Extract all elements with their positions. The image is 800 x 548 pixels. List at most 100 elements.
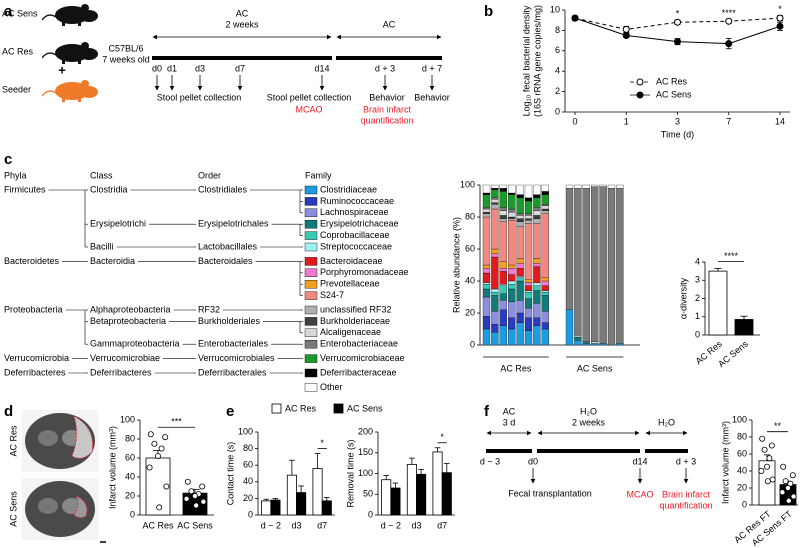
bar-segment xyxy=(516,221,524,227)
strain-label: 7 weeks old xyxy=(102,54,150,64)
bar-segment xyxy=(491,204,499,210)
y-tick-label: 200 xyxy=(358,426,373,436)
bar-segment xyxy=(499,261,507,269)
bar-segment xyxy=(491,197,499,200)
legend-label: unclassified RF32 xyxy=(320,304,392,314)
legend-swatch xyxy=(304,208,318,218)
bar-segment xyxy=(516,184,524,195)
bar-segment xyxy=(508,264,516,269)
legend-label: Lachnospiraceae xyxy=(320,207,389,217)
legend-label: Streptococcaceae xyxy=(320,241,392,251)
bar-segment xyxy=(482,268,491,274)
bar-segment xyxy=(499,285,507,294)
bar-segment xyxy=(533,184,541,195)
significance-label: * xyxy=(676,9,680,19)
bar-segment xyxy=(541,280,549,286)
bar xyxy=(416,473,427,516)
legend-swatch xyxy=(304,185,318,195)
data-point xyxy=(766,455,773,462)
y-tick-label: 2 xyxy=(695,293,700,303)
tree-header: Order xyxy=(198,170,221,180)
event-highlight: quantification xyxy=(659,500,712,510)
bar-segment xyxy=(516,268,524,277)
bar xyxy=(406,463,417,516)
bar-segment xyxy=(482,288,491,298)
legend-label: Erysipelotrichaceae xyxy=(320,219,399,229)
day-label: d7 xyxy=(235,63,245,73)
order-label: Lactobacillales xyxy=(198,241,258,251)
bar-segment xyxy=(491,324,499,333)
bar-segment xyxy=(607,184,616,189)
bar-segment xyxy=(524,282,533,286)
mouse-icon xyxy=(42,4,98,26)
legend-marker xyxy=(636,78,644,86)
y-tick-label: 0 xyxy=(695,329,700,339)
y-tick-label: 150 xyxy=(358,447,373,457)
y-axis-label: Log₁₀ fecal bacterial density xyxy=(521,5,531,116)
bar-segment xyxy=(516,312,524,323)
data-point xyxy=(184,478,191,485)
tree-header: Family xyxy=(305,170,332,180)
significance-label: * xyxy=(320,438,324,448)
bar-segment xyxy=(491,295,499,312)
bar-segment xyxy=(482,208,491,213)
y-tick-label: 100 xyxy=(238,426,253,436)
data-point xyxy=(725,17,733,25)
panel-label: b xyxy=(484,3,493,20)
group-label: AC Sens xyxy=(577,363,613,373)
data-point xyxy=(188,488,195,495)
order-label: RF32 xyxy=(198,304,220,314)
data-point xyxy=(768,442,775,449)
bar-segment xyxy=(533,317,541,326)
legend-marker xyxy=(636,91,644,99)
legend-label: Prevotellaceae xyxy=(320,279,380,289)
bar-segment xyxy=(565,188,574,310)
data-point xyxy=(761,446,768,453)
bar-segment xyxy=(516,226,524,259)
legend-swatch xyxy=(304,340,318,349)
data-point xyxy=(162,434,169,441)
tree-header: Phyla xyxy=(4,170,27,180)
day-label: d0 xyxy=(528,456,538,466)
x-tick-label: 3 xyxy=(675,116,680,126)
x-tick-label: 14 xyxy=(775,116,785,126)
bar-segment xyxy=(516,218,524,222)
bar-segment xyxy=(582,343,590,346)
x-tick-label: 1 xyxy=(624,116,629,126)
mouse-icon xyxy=(42,80,98,102)
bar-segment xyxy=(533,290,541,304)
bar-segment xyxy=(491,202,499,205)
bar-segment xyxy=(499,300,507,310)
bar-segment xyxy=(524,184,533,198)
legend-label: Ruminococcaceae xyxy=(320,196,394,206)
y-tick-label: 100 xyxy=(358,468,373,478)
bar-segment xyxy=(533,303,541,318)
legend-label: Coprobacillaceae xyxy=(320,230,390,240)
x-tick-label: 7 xyxy=(726,116,731,126)
bar-segment xyxy=(516,258,524,264)
order-label: Burkholderiales xyxy=(198,316,261,326)
bar-segment xyxy=(565,309,574,346)
bar-segment xyxy=(524,330,533,346)
legend-label: Clostridiaceae xyxy=(320,184,377,194)
panel-label: a xyxy=(4,3,13,20)
bar-segment xyxy=(533,282,541,286)
bar-segment xyxy=(499,188,507,192)
class-label: Alphaproteobacteria xyxy=(90,304,171,314)
bar-segment xyxy=(508,274,516,282)
bar-segment xyxy=(541,277,549,282)
legend-label: Alcaligenaceae xyxy=(320,327,381,337)
legend-label: Verrucomicrobiaceae xyxy=(320,353,405,363)
bar-segment xyxy=(599,343,607,346)
bar xyxy=(270,499,281,516)
legend-swatch xyxy=(304,257,318,266)
bar-segment xyxy=(491,199,499,203)
bar-segment xyxy=(499,221,507,262)
bar-segment xyxy=(524,292,533,299)
event-highlight: Brain infarct xyxy=(662,489,711,499)
bar-segment xyxy=(524,223,533,280)
image-label: AC Sens xyxy=(8,491,18,527)
period-label: H₂O xyxy=(658,417,675,427)
bar-segment xyxy=(524,317,533,331)
bar-segment xyxy=(533,215,541,219)
